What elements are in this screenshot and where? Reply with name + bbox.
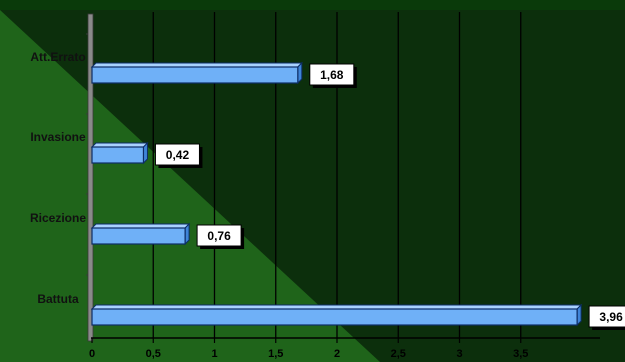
x-tick-label: 3,5 [513,348,528,360]
data-label-box [196,224,242,247]
x-axis-ticks: 0 0,5 1 1,5 2 2,5 3 3,5 [89,338,528,360]
bar-top-face [90,142,149,148]
data-label: 3,96 [599,310,623,324]
data-label: 1,68 [320,68,344,82]
bar-top-face [90,223,191,229]
x-tick-label: 0,5 [146,348,161,360]
data-label-box [588,305,625,328]
x-tick-label: 1,5 [268,348,283,360]
category-label: Invasione [30,130,86,144]
bar-side-face [184,222,190,246]
bars [90,61,583,327]
x-tick-label: 3 [456,348,462,360]
bar-side-face [142,141,148,165]
background-diagonal-dark [0,10,625,362]
category-label: Ricezione [30,211,86,225]
data-label: 0,76 [207,229,231,243]
x-tick-label: 2,5 [391,348,406,360]
x-tick-label: 1 [211,348,217,360]
x-tick-label: 0 [89,348,95,360]
x-tick-label: 2 [334,348,340,360]
bar [91,146,145,164]
data-labels: 1,68 0,42 0,76 3,96 [154,63,625,330]
category-label: Battuta [37,292,79,306]
category-labels: Att.Errato Invasione Ricezione Battuta [30,50,86,306]
data-label-box [309,63,355,86]
category-label: Att.Errato [30,50,85,64]
data-label-box [154,143,200,166]
bar [91,308,578,326]
bar [91,227,186,245]
y-axis-wall [87,13,94,342]
data-label: 0,42 [166,148,190,162]
axes [87,13,600,342]
background-top-band [0,0,625,10]
bar-top-face [90,304,583,310]
bar [91,66,299,84]
